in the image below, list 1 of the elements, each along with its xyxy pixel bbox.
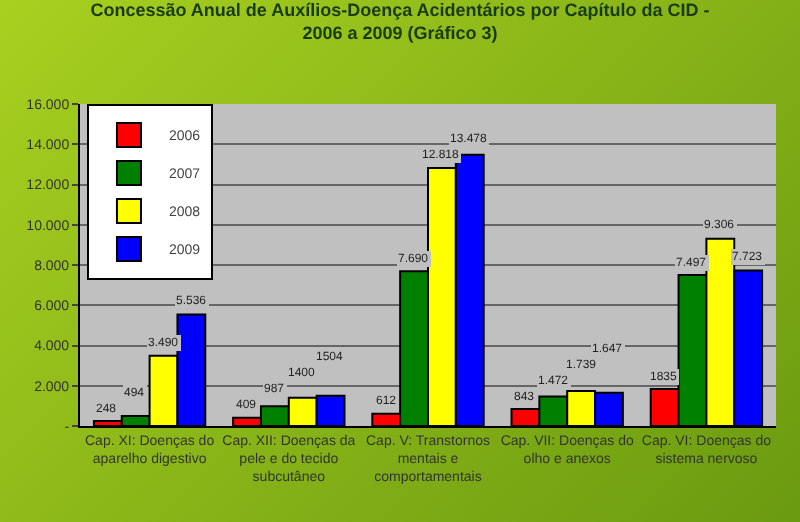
chart-title: Concessão Anual de Auxílios-Doença Acidentários por Capítulo da CID - 2006 a 2009 (Gráfico 3) <box>90 0 710 44</box>
